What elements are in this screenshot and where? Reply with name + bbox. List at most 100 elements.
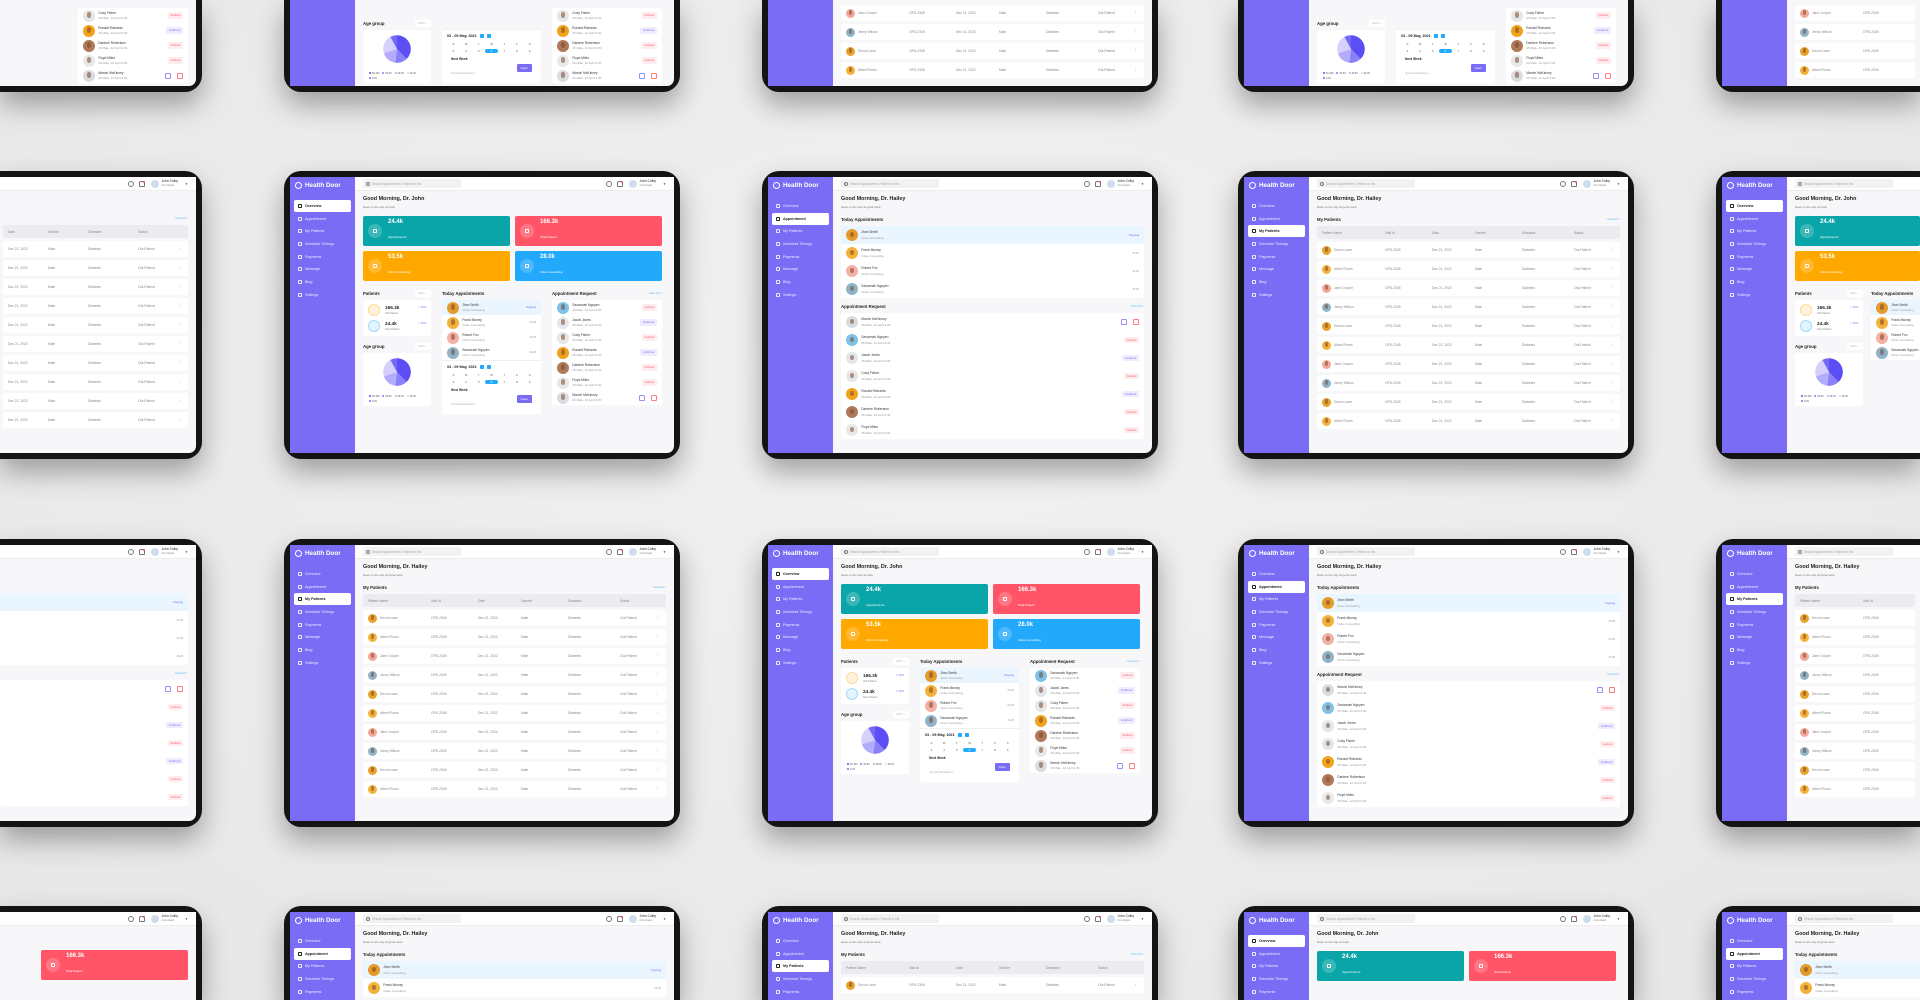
- avatar[interactable]: [628, 179, 637, 188]
- avatar[interactable]: [1106, 914, 1115, 923]
- sidebar-item-overview[interactable]: Overview: [1248, 568, 1305, 580]
- avatar[interactable]: [628, 547, 637, 556]
- more-icon[interactable]: ⋮: [655, 767, 660, 772]
- calendar-date[interactable]: 5: [955, 748, 958, 752]
- table-row[interactable]: Jenny Wilson OPD-2345 Dec 21, 2022 Male Diab…: [1317, 299, 1620, 315]
- column-header[interactable]: Patient Name: [368, 598, 388, 603]
- sidebar-item-my-patients[interactable]: My Patients: [294, 960, 351, 972]
- sidebar-item-blog[interactable]: Blog: [772, 644, 829, 656]
- sidebar-item-overview[interactable]: Overview: [772, 200, 829, 212]
- request-item[interactable]: Ronald Richards 45 Male, 12 April 9:30 Con…: [1030, 713, 1140, 728]
- request-item[interactable]: [0, 680, 188, 698]
- search-input[interactable]: Search Appointment, Patient or etc: [363, 547, 461, 556]
- year-select[interactable]: 2020 ⌄: [892, 710, 909, 718]
- more-icon[interactable]: ⋮: [177, 398, 182, 403]
- request-item[interactable]: Savannah Nguyen 45 Male, 12 April 9:30 Dec…: [552, 300, 662, 315]
- help-icon[interactable]: [1083, 548, 1090, 555]
- appointment-item[interactable]: Savannah Nguyen Clinic Consulting 10:25: [1317, 648, 1620, 666]
- calendar-date[interactable]: 6: [485, 380, 498, 384]
- user-info[interactable]: John Colby Oncologist: [1594, 179, 1611, 188]
- view-all-link[interactable]: View All >: [174, 671, 188, 675]
- user-info[interactable]: John Colby Oncologist: [640, 179, 657, 188]
- calendar-date[interactable]: 9: [1006, 748, 1009, 752]
- request-item[interactable]: Floyd Miles 45 Male, 12 April 9:30 Decline…: [1317, 789, 1620, 807]
- sidebar-item-settings[interactable]: Settings: [772, 657, 829, 669]
- appointment-item[interactable]: Frank Murray Video Consulting 10:25: [841, 244, 1144, 262]
- view-all-link[interactable]: View All >: [1130, 304, 1144, 308]
- sidebar-item-appointment[interactable]: Appointment: [294, 581, 351, 593]
- search-input[interactable]: Search Appointment, Patient or etc: [1795, 179, 1893, 188]
- table-row[interactable]: Devon Lane OPD-2345 Dec 21, 2022 Male Diabet…: [363, 762, 666, 778]
- request-item[interactable]: Cody Fisher 45 Male, 12 April 9:30 Decline…: [552, 330, 662, 345]
- table-row[interactable]: Albert Flores OPD-2345 Dec 21, 2022 Male Dia…: [1317, 413, 1620, 429]
- more-icon[interactable]: ⋮: [655, 729, 660, 734]
- calendar-date[interactable]: 3: [452, 380, 455, 384]
- calendar-date[interactable]: 6: [963, 748, 976, 752]
- bell-icon[interactable]: [138, 180, 145, 187]
- sidebar-item-settings[interactable]: Settings: [294, 657, 351, 669]
- more-icon[interactable]: ⋮: [655, 634, 660, 639]
- appointment-item[interactable]: Jhon Smith Clinic Consulting Ongoing: [363, 961, 666, 979]
- table-row[interactable]: Albert Flores OPD-2345: [1795, 629, 1915, 645]
- decline-icon[interactable]: [1609, 687, 1615, 693]
- user-info[interactable]: John Colby Oncologist: [1594, 547, 1611, 556]
- user-info[interactable]: John Colby Oncologist: [1118, 547, 1135, 556]
- view-all-link[interactable]: View All >: [174, 216, 188, 220]
- more-icon[interactable]: ⋮: [1609, 399, 1614, 404]
- calendar-date[interactable]: 8: [516, 49, 518, 53]
- calendar-date[interactable]: 3: [452, 49, 455, 53]
- appointment-item[interactable]: Jhon Smith Clinic Consulting: [1795, 961, 1920, 979]
- view-all-link[interactable]: View All >: [1130, 952, 1144, 956]
- sidebar-item-blog[interactable]: Blog: [1726, 276, 1783, 288]
- request-item[interactable]: Confirmed: [0, 752, 188, 770]
- sidebar-item-appointment[interactable]: Appointment: [772, 948, 829, 960]
- calendar-date[interactable]: 8: [994, 748, 996, 752]
- table-row[interactable]: Jane Cooper OPD-2345: [1795, 5, 1915, 21]
- sidebar-item-blog[interactable]: Blog: [1726, 644, 1783, 656]
- stat-card[interactable]: 53.5k Clinic Consulting: [1795, 251, 1920, 281]
- calendar-date[interactable]: 4: [943, 748, 945, 752]
- year-select[interactable]: 2020 ⌄: [414, 342, 431, 350]
- column-header[interactable]: Date: [1432, 230, 1439, 235]
- help-icon[interactable]: [605, 915, 612, 922]
- view-all-link[interactable]: View All >: [652, 585, 666, 589]
- user-info[interactable]: John Colby Oncologist: [640, 547, 657, 556]
- table-row[interactable]: Albert Flores OPD-2345 Dec 21, 2022 Male Dia…: [363, 629, 666, 645]
- request-item[interactable]: Marvin McKinney 45 Male, 12 April 9:30: [78, 68, 188, 83]
- next-week-button[interactable]: [1440, 34, 1445, 38]
- table-row[interactable]: Devon Lane OPD-2345 Dec 21, 2022 Male Diabet…: [841, 43, 1144, 59]
- chevron-down-icon[interactable]: ▼: [1617, 916, 1620, 921]
- request-item[interactable]: Floyd Miles 45 Male, 12 April 9:30 Decline…: [1506, 53, 1616, 68]
- more-icon[interactable]: ⋮: [177, 417, 182, 422]
- help-icon[interactable]: [127, 548, 134, 555]
- column-header[interactable]: Date: [8, 229, 15, 234]
- more-icon[interactable]: ⋮: [1609, 266, 1614, 271]
- chevron-down-icon[interactable]: ▼: [663, 916, 666, 921]
- view-all-link[interactable]: View All >: [648, 291, 662, 295]
- next-week-button[interactable]: [486, 365, 491, 369]
- prev-week-button[interactable]: [479, 365, 484, 369]
- request-item[interactable]: Cody Fisher 45 Male, 12 April 9:30 Decline…: [1030, 698, 1140, 713]
- calendar-date[interactable]: 4: [1419, 49, 1421, 53]
- table-row[interactable]: Jane Cooper OPD-2345: [1795, 724, 1915, 740]
- request-item[interactable]: Cody Fisher 45 Male, 12 April 9:30 Decline…: [1506, 8, 1616, 23]
- table-row[interactable]: Jenny Wilson OPD-2345 Dec 21, 2022 Male Diab…: [1317, 375, 1620, 391]
- sidebar-item-message[interactable]: Message: [294, 263, 351, 275]
- appointment-item[interactable]: Frank Murray Video Consulting 10:25: [363, 979, 666, 997]
- table-row[interactable]: Dec 21, 2022 Male Diabetes Out-Patient ⋮: [3, 374, 188, 390]
- next-week-button[interactable]: [964, 733, 969, 737]
- request-item[interactable]: Marvin McKinney 45 Male, 12 April 9:30: [552, 68, 662, 83]
- sidebar-item-schedule-timings[interactable]: Schedule Timings: [1248, 606, 1305, 618]
- request-item[interactable]: Floyd Miles 45 Male, 12 April 9:30 Decline…: [78, 53, 188, 68]
- request-item[interactable]: Declined: [0, 734, 188, 752]
- view-all-link[interactable]: View All >: [1606, 672, 1620, 676]
- sidebar-item-payments[interactable]: Payments: [1726, 619, 1783, 631]
- sidebar-item-settings[interactable]: Settings: [1248, 657, 1305, 669]
- sidebar-item-my-patients[interactable]: My Patients: [772, 960, 829, 973]
- table-row[interactable]: Albert Flores OPD-2345: [1795, 781, 1915, 797]
- avatar[interactable]: [150, 547, 159, 556]
- open-button[interactable]: Open: [516, 395, 532, 403]
- sidebar-item-my-patients[interactable]: My Patients: [1248, 960, 1305, 972]
- sidebar-item-appointment[interactable]: Appointment: [1726, 581, 1783, 593]
- request-item[interactable]: Marvin McKinney 45 Male, 12 April 9:30: [552, 390, 662, 405]
